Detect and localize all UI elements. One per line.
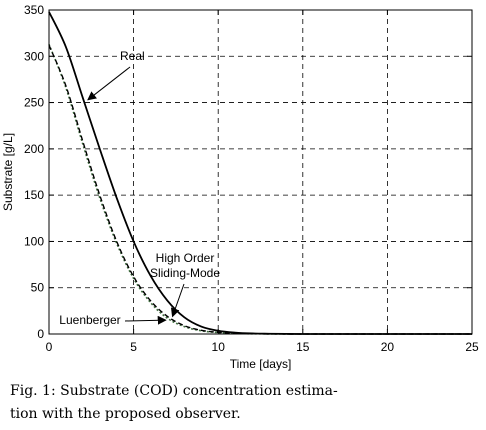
annotation-luenberger: Luenberger [59, 313, 167, 327]
x-tick-label: 10 [212, 340, 226, 354]
y-tick-label: 150 [24, 188, 44, 202]
x-tick-label: 5 [130, 340, 137, 354]
plot-frame [48, 9, 473, 335]
y-axis-label: Substrate [g/L] [1, 133, 15, 211]
grid [49, 10, 472, 334]
y-tick-label: 250 [24, 96, 44, 110]
caption-line-1: Fig. 1: Substrate (COD) concentration es… [10, 383, 338, 399]
y-tick-label: 50 [31, 281, 45, 295]
x-tick-label: 0 [46, 340, 53, 354]
x-tick-label: 20 [381, 340, 395, 354]
annotation-label: Real [120, 49, 145, 63]
y-tick-label: 350 [24, 3, 44, 17]
series-line-real [48, 11, 472, 335]
annotation-label: High Order [156, 251, 215, 265]
x-axis-label: Time [days] [230, 357, 292, 371]
y-tick-label: 100 [24, 234, 44, 248]
series-line-luenberger [48, 43, 472, 335]
series-line-high-order-sliding-mode [48, 44, 472, 335]
x-tick-label: 25 [465, 340, 479, 354]
annotation-label: Sliding-Mode [150, 266, 220, 280]
series-lines [48, 11, 472, 335]
x-tick-label: 15 [296, 340, 310, 354]
y-tick-label: 0 [37, 327, 44, 341]
y-tick-label: 200 [24, 142, 44, 156]
annotation-arrow [124, 315, 167, 325]
figure-caption: Fig. 1: Substrate (COD) concentration es… [10, 380, 480, 426]
y-tick-label: 300 [24, 49, 44, 63]
annotation-arrow [87, 66, 131, 101]
annotation-label: Luenberger [59, 313, 120, 327]
annotation-arrow [170, 283, 185, 318]
caption-line-2: tion with the proposed observer. [10, 406, 241, 422]
annotation-real: Real [87, 49, 145, 101]
